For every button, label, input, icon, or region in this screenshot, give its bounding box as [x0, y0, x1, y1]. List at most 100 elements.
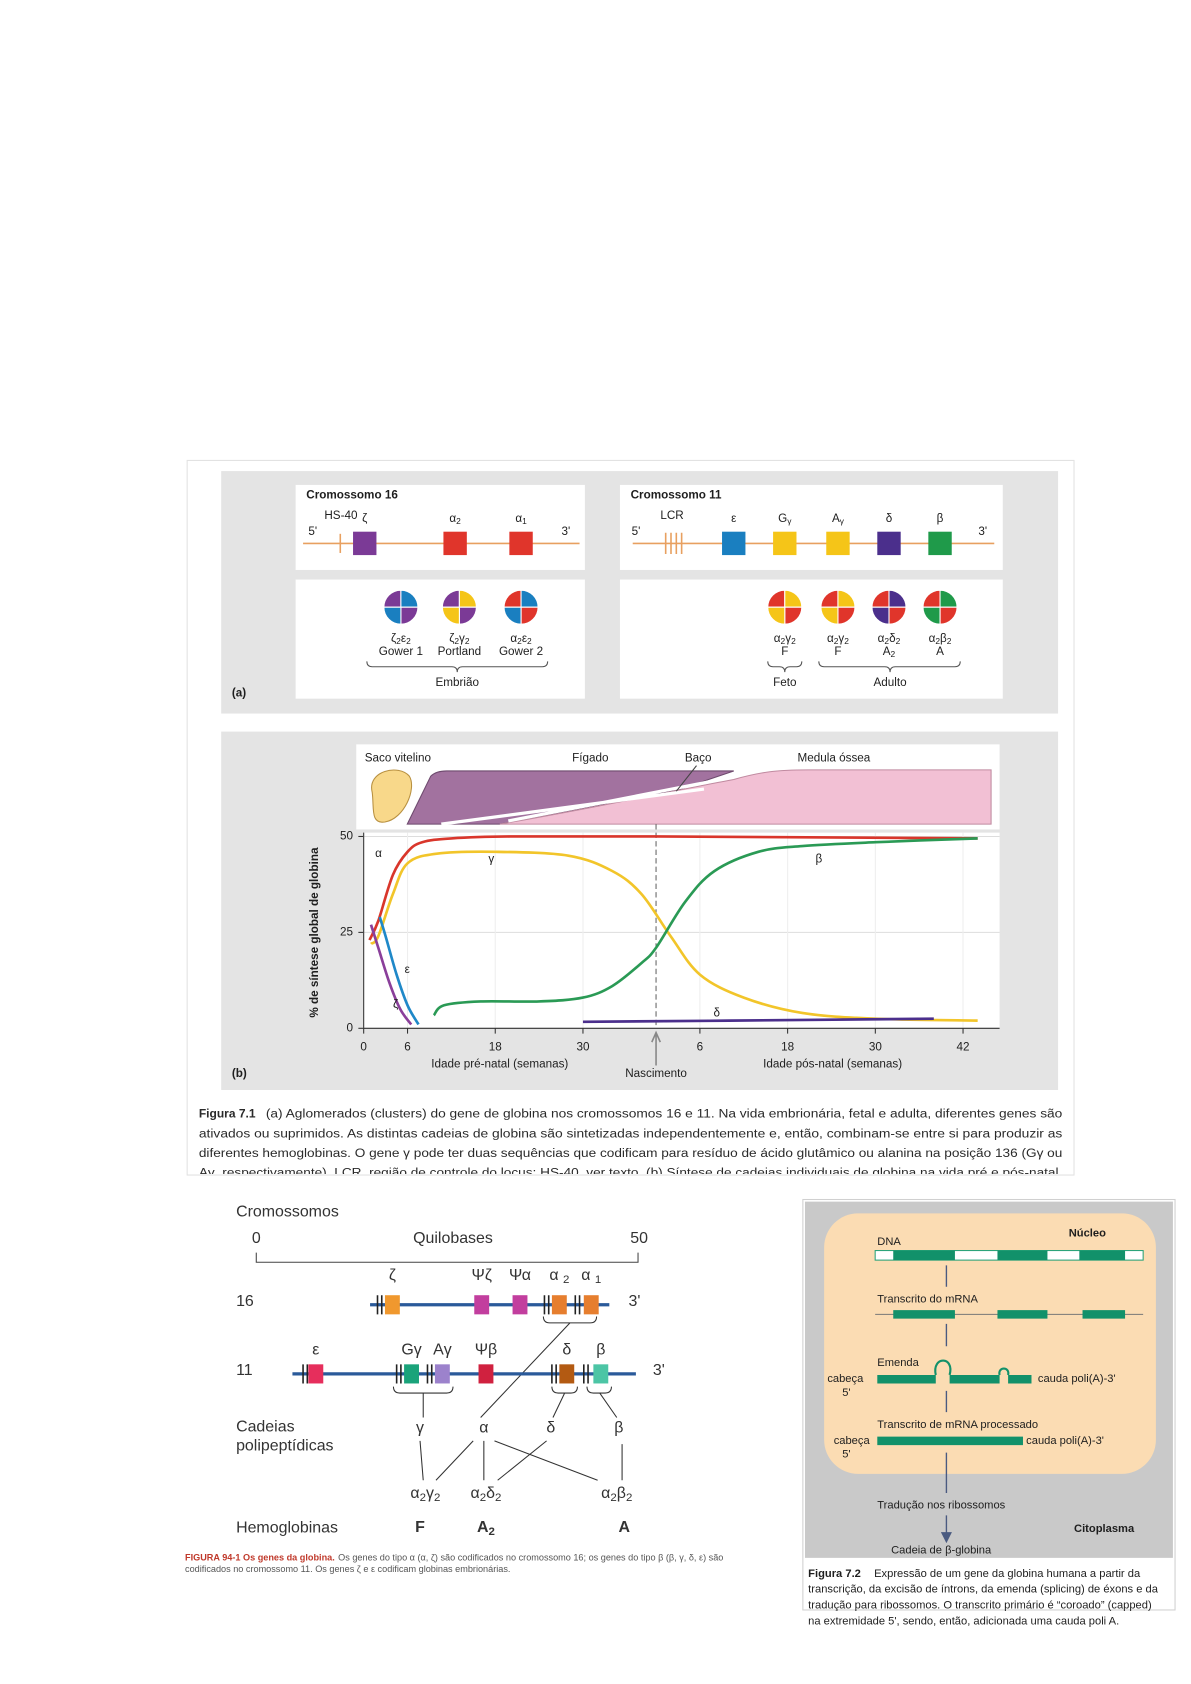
- quadrant: [922, 606, 941, 625]
- caption-line: transcrição, da excisão de íntrons, da e…: [808, 1584, 1159, 1596]
- row-label: Cadeias: [236, 1418, 295, 1435]
- pointer: [675, 765, 697, 792]
- text-part: 2: [489, 1526, 495, 1538]
- series-label: γ: [488, 852, 494, 865]
- text-part: β: [940, 632, 947, 645]
- text-part: γ: [785, 632, 791, 645]
- text-part: 2: [610, 1492, 616, 1504]
- text-part: 2: [517, 636, 522, 646]
- gene-label: ζ: [362, 512, 367, 525]
- text-part: ζ: [389, 1267, 396, 1284]
- gene-label: α 1: [581, 1267, 601, 1286]
- yolk-sac: [371, 769, 413, 823]
- bone-marrow: [499, 769, 992, 825]
- gene: [826, 531, 850, 556]
- gene-label: α 2: [549, 1267, 569, 1286]
- break-mark: [551, 1364, 557, 1384]
- scale-label: 0: [252, 1230, 261, 1247]
- gene-label: Aγ: [433, 1342, 452, 1359]
- text-part: α: [581, 1267, 595, 1284]
- caption-line: Os genes do tipo α (α, ζ) são codificado…: [338, 1552, 723, 1562]
- row-label: 16: [236, 1293, 254, 1310]
- text-part: 2: [626, 1492, 632, 1504]
- caption: Figura 7.1 (a) Aglomerados (clusters) do …: [199, 1107, 1063, 1174]
- text-part: α: [510, 632, 517, 645]
- caption-lead: Figura 7.1: [199, 1107, 256, 1121]
- axis: [363, 832, 1000, 1029]
- break-mark: [395, 1364, 402, 1384]
- gene-label: ε: [312, 1342, 319, 1359]
- caption-line: na extremidade 5', sendo, então, adicion…: [808, 1616, 1119, 1628]
- hemoglobin-name: Gower 1: [379, 645, 423, 658]
- text-part: Gγ: [401, 1342, 421, 1359]
- series-line: [378, 916, 420, 1026]
- hemoglobin-name: A2: [477, 1519, 495, 1538]
- text-part: F: [834, 645, 841, 658]
- label: DNA: [877, 1236, 901, 1248]
- break-mark: [543, 1295, 550, 1315]
- break-mark: [302, 1364, 309, 1384]
- text-part: α: [471, 1485, 480, 1502]
- x-tick-label: 6: [404, 1041, 411, 1054]
- brace: [366, 661, 549, 673]
- chain-label: α: [479, 1419, 488, 1436]
- quadrant: [871, 606, 890, 625]
- text-part: ζ: [391, 632, 396, 645]
- title: Cromossomo 11: [631, 489, 722, 502]
- formula: α2γ2: [410, 1485, 440, 1504]
- gene: [551, 1295, 567, 1315]
- text-part: 1: [522, 516, 527, 526]
- text-part: 2: [396, 636, 401, 646]
- chain-label: γ: [416, 1419, 424, 1436]
- formula: α2ε2: [510, 632, 532, 646]
- gene-label: ε: [731, 512, 736, 525]
- group-label: Embrião: [435, 676, 479, 689]
- end-label: 5': [308, 525, 317, 538]
- text-part: 2: [563, 1274, 569, 1286]
- x-tick-label: 42: [957, 1041, 970, 1054]
- label: Cadeia de β-globina: [891, 1544, 992, 1556]
- x-tick-label: 30: [576, 1041, 590, 1054]
- text-part: γ: [459, 632, 465, 645]
- text-part: 2: [420, 1492, 426, 1504]
- birth-arrow: [651, 1030, 662, 1066]
- label: Tradução nos ribossomos: [877, 1500, 1005, 1512]
- text-part: γ: [840, 516, 845, 526]
- text-part: 2: [465, 636, 470, 646]
- text-part: 2: [454, 636, 459, 646]
- brace: [767, 661, 803, 673]
- gene-label: β: [937, 512, 944, 525]
- break-mark: [376, 1295, 383, 1315]
- gene-label: Ψα: [509, 1267, 531, 1284]
- break-mark: [583, 1364, 589, 1384]
- gene-label: Aγ: [832, 512, 845, 526]
- series-label: ε: [405, 963, 410, 976]
- text-part: A: [883, 645, 891, 658]
- label: 5': [842, 1387, 850, 1399]
- hemoglobin-name: A: [936, 645, 944, 658]
- gene-label: δ: [886, 512, 893, 525]
- title: Cromossomo 16: [306, 489, 398, 502]
- gene: [474, 1295, 490, 1315]
- spleen: [441, 780, 711, 826]
- end-label: 3': [653, 1362, 665, 1379]
- plot-area: [363, 832, 1000, 1029]
- end-label: 3': [628, 1293, 640, 1310]
- connector: [392, 1386, 618, 1418]
- formula: ζ2γ2: [449, 632, 470, 646]
- hemoglobin-name: F: [415, 1519, 425, 1536]
- end-label: 3': [978, 525, 987, 538]
- row-label: polipeptídicas: [236, 1437, 333, 1454]
- label: Citoplasma: [1074, 1523, 1135, 1535]
- x-tick-label: 30: [869, 1041, 883, 1054]
- text-part: 2: [456, 516, 461, 526]
- organ-label: Fígado: [572, 751, 609, 764]
- panel-label: (a): [232, 686, 246, 699]
- row-label: 11: [236, 1362, 253, 1379]
- text-part: 2: [844, 636, 849, 646]
- text-part: F: [415, 1519, 425, 1536]
- text-part: ε: [731, 512, 736, 525]
- gene-label: ζ: [389, 1267, 396, 1284]
- text-part: 2: [891, 649, 896, 659]
